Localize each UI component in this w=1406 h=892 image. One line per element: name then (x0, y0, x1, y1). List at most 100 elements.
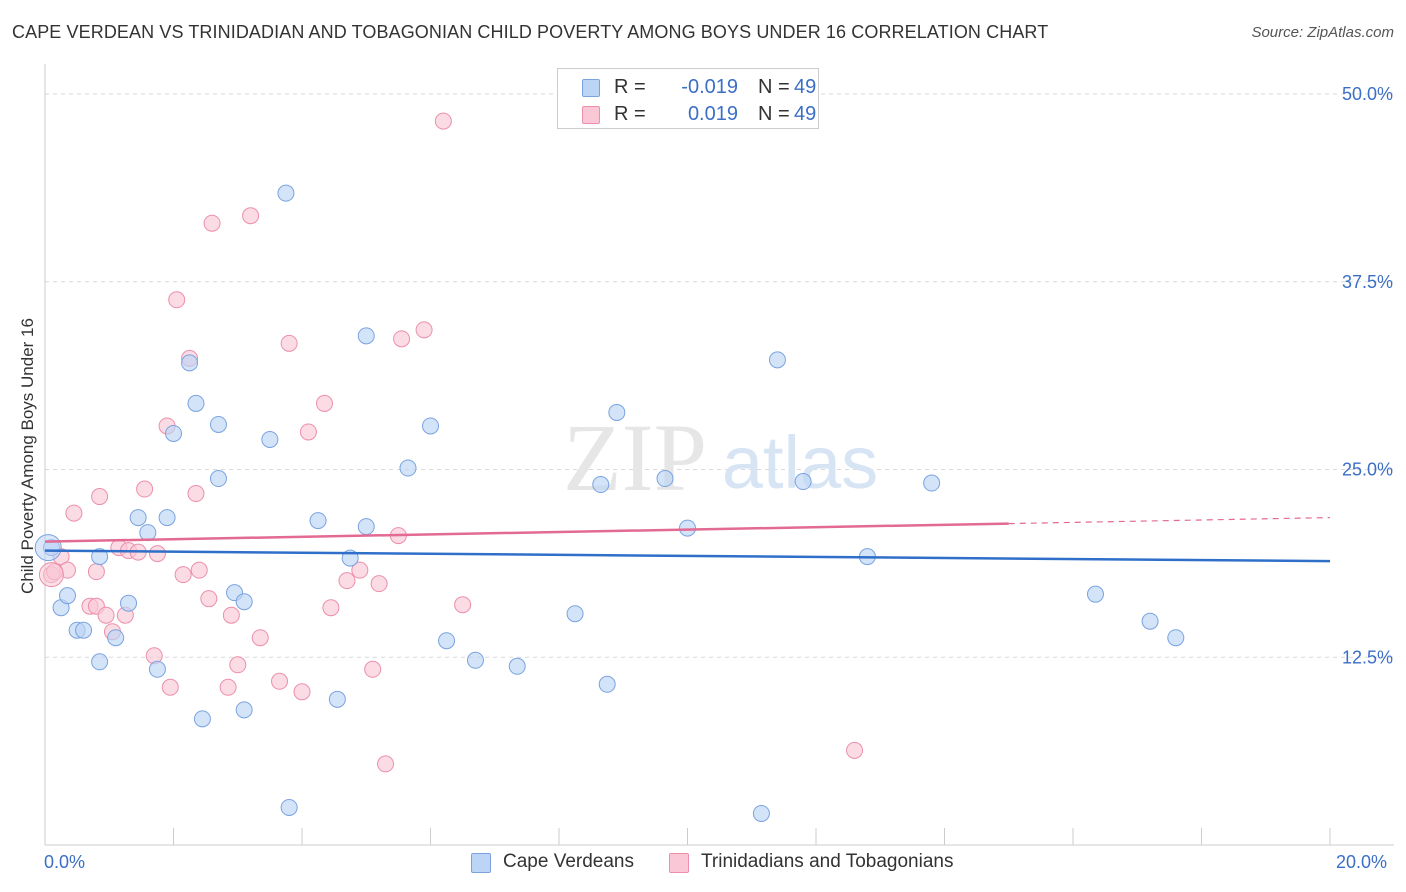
cape-verdean-point (148, 660, 166, 678)
cape-verdean-trend-line (44, 549, 1331, 563)
cape-verdean-point (165, 424, 182, 442)
cape-verdean-point (193, 710, 211, 728)
trinidadian-point (251, 629, 269, 647)
trinidadian-point (322, 599, 340, 617)
cape-verdean-point (1086, 585, 1104, 603)
trinidadian-point (229, 656, 247, 674)
trinidadian-point (293, 683, 311, 701)
cape-verdean-point (357, 518, 375, 536)
trinidadian-cluster-point (38, 562, 64, 588)
cape-verdean-point (235, 701, 253, 719)
cape-verdean-point (923, 474, 941, 492)
cape-verdean-point (58, 587, 76, 605)
cape-verdean-point (277, 184, 295, 202)
legend-r-label: R = (614, 103, 646, 125)
trinidadian-point (280, 334, 298, 352)
cape-verdean-point (328, 690, 346, 708)
cape-verdean-point (129, 509, 147, 527)
trinidadian-point (377, 755, 395, 773)
trinidadian-point (203, 214, 221, 232)
trinidadian-point (174, 566, 192, 584)
legend-r-value: 0.019 (687, 103, 738, 125)
cape-verdean-point (91, 548, 109, 566)
trinidadian-point (242, 207, 260, 225)
trinidadian-point (299, 423, 317, 441)
trinidadian-point (187, 485, 205, 503)
cape-verdean-point (752, 804, 770, 822)
axes (44, 64, 1394, 846)
y-axis-label: Child Poverty Among Boys Under 16 (18, 318, 37, 594)
y-tick-label: 12.5% (1342, 647, 1393, 667)
x-tick-label-min: 0.0% (44, 852, 86, 872)
cape-verdean-point (91, 653, 109, 671)
bottom-legend-label: Cape Verdeans (503, 851, 634, 872)
y-tick-labels: 12.5% 25.0% 37.5% 50.0% (1342, 84, 1393, 667)
legend-n-value: 49 (794, 76, 817, 98)
cape-verdean-point (107, 629, 125, 647)
cape-verdean-point (261, 430, 279, 448)
legend-r-label: R = (614, 76, 646, 98)
trinidadian-point (415, 321, 433, 339)
cape-verdean-point (794, 473, 812, 491)
cape-verdean-point (158, 509, 176, 527)
watermark-atlas: atlas (722, 421, 878, 504)
trinidadian-point (97, 606, 115, 624)
cape-verdean-point (422, 417, 439, 435)
cape-verdean-point (508, 657, 526, 675)
cape-verdean-point (280, 798, 298, 816)
grid-lines (45, 93, 1394, 658)
cape-verdean-point (598, 675, 616, 693)
trinidadian-point (65, 504, 83, 522)
trinidadian-point (87, 563, 105, 581)
chart-title: CAPE VERDEAN VS TRINIDADIAN AND TOBAGONI… (12, 22, 1049, 42)
cape-verdean-point (235, 593, 253, 611)
legend-n-label: N = (758, 103, 790, 125)
cape-verdean-point (438, 632, 456, 650)
y-tick-label: 25.0% (1342, 460, 1393, 480)
data-points (34, 112, 1185, 822)
y-tick-label: 37.5% (1342, 272, 1393, 292)
cape-verdean-point (768, 351, 786, 369)
cape-verdean-point (357, 327, 375, 345)
cape-verdean-point (209, 470, 227, 488)
cape-verdean-point (679, 519, 696, 537)
cape-verdean-point (592, 476, 610, 494)
trinidadian-point (393, 330, 411, 348)
legend-swatch-pink (582, 106, 600, 124)
cape-verdean-point (466, 651, 484, 669)
bottom-legend-swatch-pink (669, 853, 689, 873)
trinidadian-point (370, 575, 388, 593)
trinidadian-point (364, 660, 382, 678)
trinidadian-point (434, 112, 452, 130)
cape-verdean-point (309, 512, 327, 530)
trinidadian-point (168, 291, 186, 309)
legend-n-label: N = (758, 76, 790, 98)
cape-verdean-point (181, 354, 199, 372)
trend-lines (44, 516, 1331, 563)
trinidadian-point (846, 741, 864, 759)
trinidadian-point (338, 572, 356, 590)
cape-verdean-point (656, 470, 674, 488)
trinidadian-point (271, 672, 289, 690)
trinidadian-point (219, 678, 237, 696)
trinidadian-point (148, 545, 166, 563)
bottom-legend-label: Trinidadians and Tobagonians (701, 851, 954, 872)
correlation-legend: R = -0.019 N = 49 R = 0.019 N = 49 (557, 68, 819, 129)
cape-verdean-point (1167, 629, 1185, 647)
legend-r-value: -0.019 (681, 76, 738, 98)
x-tick-label-max: 20.0% (1336, 852, 1388, 872)
cape-verdean-point (1141, 612, 1159, 630)
cape-verdean-point (187, 394, 205, 412)
trinidadian-point (136, 480, 154, 498)
trinidadian-point (351, 561, 369, 579)
cape-verdean-point (120, 594, 138, 612)
cape-verdean-point (399, 459, 417, 477)
trinidadian-point (454, 596, 472, 614)
trinidadian-point (222, 606, 240, 624)
cape-verdean-point (566, 605, 584, 623)
cape-verdean-point (75, 621, 93, 639)
trinidadian-trend-extension (1008, 516, 1331, 525)
trinidadian-point (190, 561, 208, 579)
source-label: Source: ZipAtlas.com (1251, 24, 1394, 41)
